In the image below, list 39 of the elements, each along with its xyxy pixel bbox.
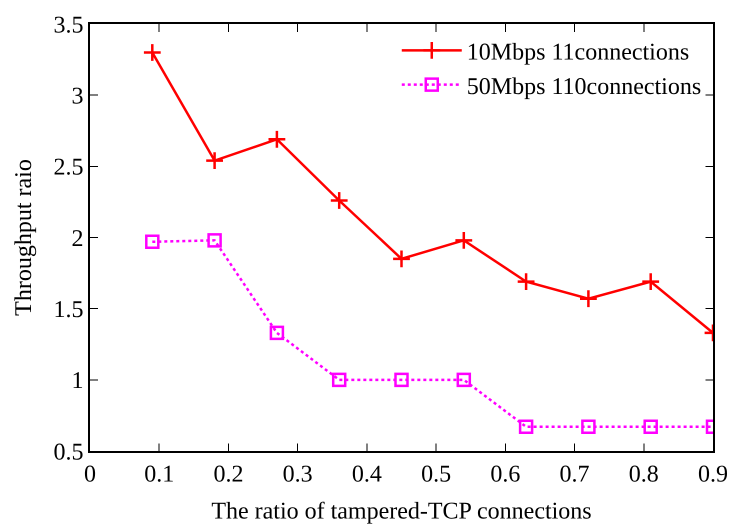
point (267, 130, 287, 149)
x-tick-label: 0.5 (421, 462, 452, 488)
point (518, 420, 534, 434)
point (392, 249, 412, 268)
x-tick-label: 0.6 (490, 462, 520, 488)
x-tick-label: 0.9 (698, 462, 728, 488)
y-tick-label: 2 (71, 226, 84, 252)
point (204, 150, 224, 170)
legend-label: 10Mbps 11connections (466, 40, 690, 66)
point (581, 420, 596, 434)
x-axis-title: The ratio of tampered-TCP connections (211, 498, 592, 524)
x-tick-label: 0.4 (352, 462, 382, 488)
point (643, 420, 658, 434)
y-tick-label: 1 (71, 368, 84, 394)
point (330, 190, 349, 210)
point (454, 230, 474, 250)
y-tick-label: 0.5 (53, 439, 84, 466)
x-tick-label: 0.8 (628, 462, 659, 488)
point (145, 234, 160, 250)
y-tick-label: 3 (71, 84, 84, 110)
y-tick-label: 2.5 (53, 154, 84, 181)
y-tick-label: 3.5 (53, 12, 84, 38)
x-tick-label: 0.3 (282, 462, 313, 488)
x-tick-label: 0.2 (213, 462, 244, 488)
x-tick-label: 0.7 (560, 462, 590, 488)
point (207, 233, 222, 248)
legend-label: 50Mbps 110connections (466, 74, 702, 100)
point (456, 372, 472, 388)
point (142, 42, 162, 62)
point (332, 372, 346, 388)
point (578, 289, 598, 308)
point (394, 372, 409, 388)
y-axis-title: Throughput raio (11, 159, 38, 316)
x-tick-label: 0 (84, 462, 96, 488)
x-tick-label: 0.1 (144, 462, 174, 488)
point (641, 272, 660, 292)
y-tick-label: 1.5 (53, 297, 84, 324)
point (270, 326, 284, 340)
point (516, 272, 536, 292)
